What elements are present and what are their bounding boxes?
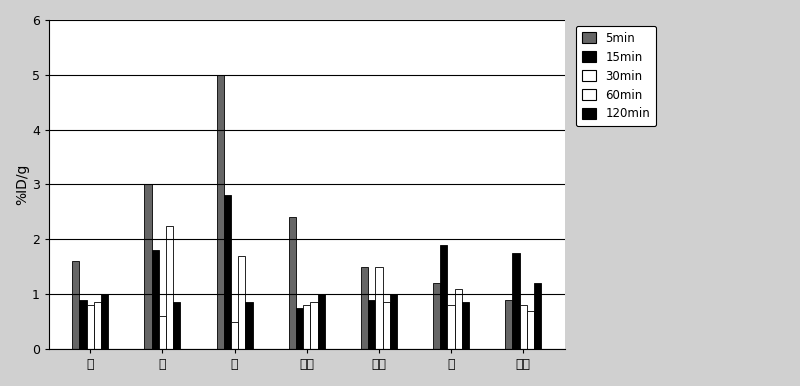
Legend: 5min, 15min, 30min, 60min, 120min: 5min, 15min, 30min, 60min, 120min	[576, 26, 656, 126]
Bar	[159, 316, 166, 349]
Bar	[296, 308, 303, 349]
Bar	[534, 283, 542, 349]
Bar	[94, 302, 101, 349]
Y-axis label: %ID/g: %ID/g	[15, 164, 29, 205]
Bar	[506, 300, 513, 349]
Bar	[152, 250, 159, 349]
Bar	[86, 305, 94, 349]
Bar	[246, 302, 253, 349]
Bar	[382, 302, 390, 349]
Bar	[303, 305, 310, 349]
Bar	[375, 267, 382, 349]
Bar	[520, 305, 527, 349]
Bar	[166, 225, 174, 349]
Bar	[72, 261, 79, 349]
Bar	[231, 322, 238, 349]
Bar	[318, 294, 325, 349]
Bar	[310, 302, 318, 349]
Bar	[238, 256, 246, 349]
Bar	[454, 289, 462, 349]
Bar	[440, 245, 447, 349]
Bar	[224, 195, 231, 349]
Bar	[433, 283, 440, 349]
Bar	[390, 294, 397, 349]
Bar	[513, 253, 520, 349]
Bar	[145, 185, 152, 349]
Bar	[447, 305, 454, 349]
Bar	[361, 267, 368, 349]
Bar	[289, 217, 296, 349]
Bar	[79, 300, 86, 349]
Bar	[527, 311, 534, 349]
Bar	[217, 75, 224, 349]
Bar	[368, 300, 375, 349]
Bar	[101, 294, 108, 349]
Bar	[462, 302, 469, 349]
Bar	[174, 302, 181, 349]
